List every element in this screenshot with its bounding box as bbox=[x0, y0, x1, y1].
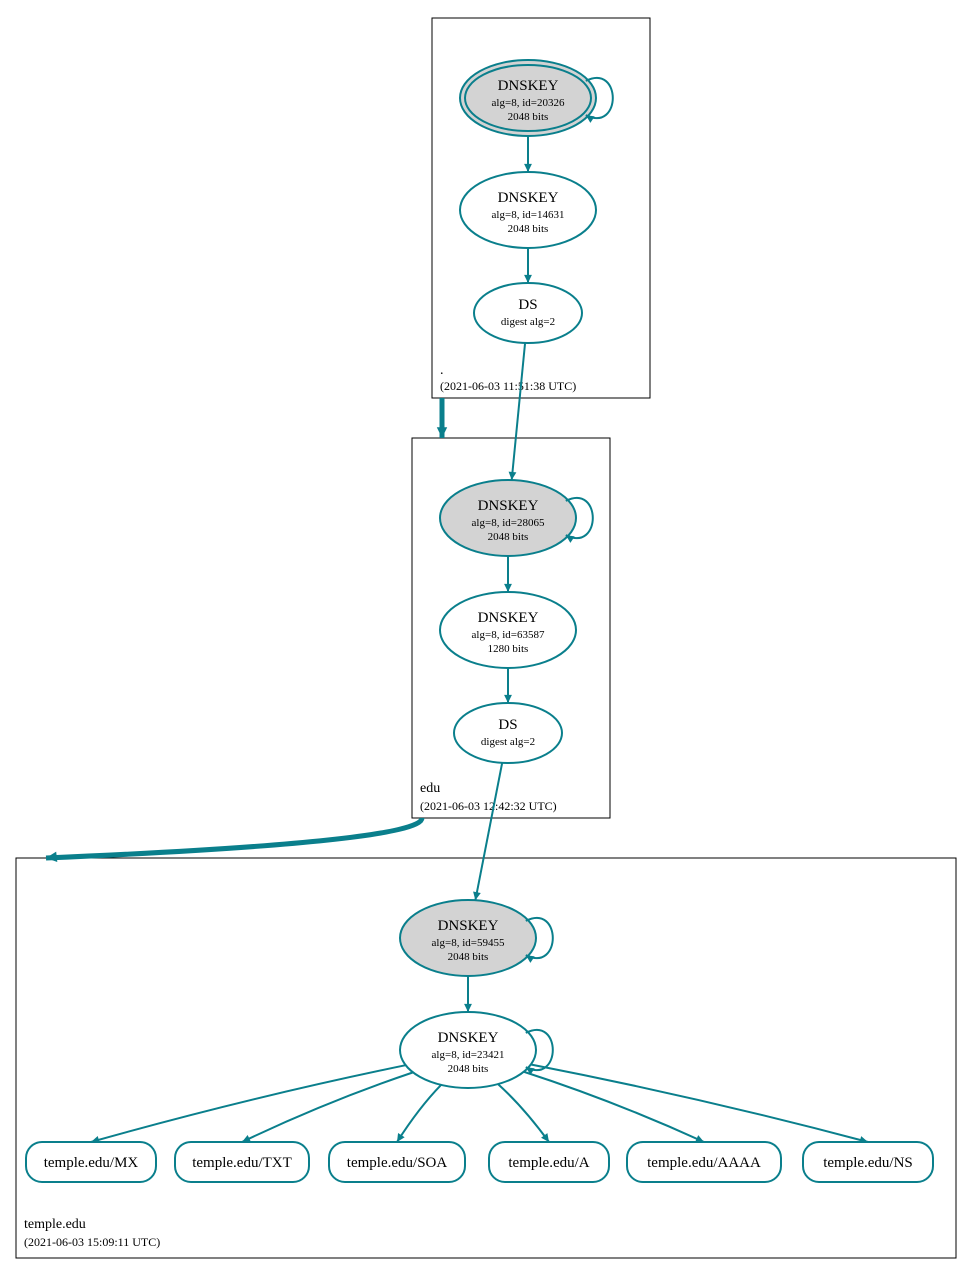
node-edu_ksk: DNSKEY alg=8, id=28065 2048 bits bbox=[440, 480, 593, 556]
rrset-label-0: temple.edu/MX bbox=[44, 1155, 139, 1171]
rrset-label-2: temple.edu/SOA bbox=[347, 1155, 448, 1171]
node-edu_ds: DS digest alg=2 bbox=[454, 703, 562, 763]
rrset-label-4: temple.edu/AAAA bbox=[647, 1155, 761, 1171]
node-text-edu_ksk-1: alg=8, id=28065 bbox=[472, 517, 545, 529]
node-text-edu_ksk-2: 2048 bits bbox=[488, 531, 529, 543]
node-text-root_zsk-1: alg=8, id=14631 bbox=[492, 209, 565, 221]
node-text-temple_ksk-1: alg=8, id=59455 bbox=[432, 937, 505, 949]
edge-root_ds-edu_ksk bbox=[512, 343, 525, 480]
rrset-label-1: temple.edu/TXT bbox=[192, 1155, 292, 1171]
arrowhead-temple_ksk-temple_zsk bbox=[464, 1004, 472, 1012]
edge-zsk-rrset-2 bbox=[397, 1085, 441, 1142]
zone-arrow-edu-temple bbox=[46, 818, 422, 858]
node-text-root_ksk-1: alg=8, id=20326 bbox=[492, 97, 565, 109]
node-temple_zsk: DNSKEY alg=8, id=23421 2048 bits bbox=[400, 1012, 553, 1088]
node-text-edu_zsk-1: alg=8, id=63587 bbox=[472, 629, 545, 641]
edge-zsk-rrset-3 bbox=[498, 1084, 549, 1142]
arrowhead-edu_ksk-edu_zsk bbox=[504, 584, 512, 592]
node-text-edu_zsk-2: 1280 bits bbox=[488, 643, 529, 655]
rrset-label-5: temple.edu/NS bbox=[823, 1155, 913, 1171]
zone-arrowhead-root-edu bbox=[437, 427, 447, 438]
zone-time-edu: (2021-06-03 12:42:32 UTC) bbox=[420, 799, 557, 813]
arrowhead-edu_zsk-edu_ds bbox=[504, 695, 512, 703]
edge-edu_ds-temple_ksk bbox=[475, 763, 502, 900]
edge-zsk-rrset-5 bbox=[531, 1064, 868, 1142]
node-text-temple_ksk-0: DNSKEY bbox=[438, 918, 499, 934]
node-text-root_ksk-0: DNSKEY bbox=[498, 78, 559, 94]
zone-label-root: . bbox=[440, 363, 444, 378]
node-ellipse-root_ds bbox=[474, 283, 582, 343]
selfloop-arrowhead-edu_ksk bbox=[566, 535, 575, 543]
zone-time-temple: (2021-06-03 15:09:11 UTC) bbox=[24, 1235, 160, 1249]
rrset-label-3: temple.edu/A bbox=[508, 1155, 589, 1171]
node-text-edu_ksk-0: DNSKEY bbox=[478, 498, 539, 514]
node-text-temple_zsk-1: alg=8, id=23421 bbox=[432, 1049, 505, 1061]
node-text-temple_ksk-2: 2048 bits bbox=[448, 951, 489, 963]
node-root_ksk: DNSKEY alg=8, id=20326 2048 bits bbox=[460, 60, 613, 136]
node-text-temple_zsk-0: DNSKEY bbox=[438, 1030, 499, 1046]
node-text-root_ds-0: DS bbox=[518, 297, 537, 313]
node-text-temple_zsk-2: 2048 bits bbox=[448, 1063, 489, 1075]
node-edu_zsk: DNSKEY alg=8, id=63587 1280 bits bbox=[440, 592, 576, 668]
zone-time-root: (2021-06-03 11:51:38 UTC) bbox=[440, 379, 576, 393]
node-text-root_zsk-2: 2048 bits bbox=[508, 223, 549, 235]
node-text-edu_zsk-0: DNSKEY bbox=[478, 610, 539, 626]
node-text-root_ds-1: digest alg=2 bbox=[501, 316, 555, 328]
zone-label-temple: temple.edu bbox=[24, 1217, 86, 1232]
node-text-root_zsk-0: DNSKEY bbox=[498, 190, 559, 206]
selfloop-arrowhead-temple_ksk bbox=[526, 955, 535, 963]
edge-zsk-rrset-0 bbox=[91, 1065, 406, 1142]
selfloop-arrowhead-root_ksk bbox=[586, 115, 595, 123]
arrowhead-root_zsk-root_ds bbox=[524, 275, 532, 283]
node-root_ds: DS digest alg=2 bbox=[474, 283, 582, 343]
arrowhead-edu_ds-temple_ksk bbox=[473, 892, 481, 901]
node-ellipse-edu_ds bbox=[454, 703, 562, 763]
node-temple_ksk: DNSKEY alg=8, id=59455 2048 bits bbox=[400, 900, 553, 976]
zone-label-edu: edu bbox=[420, 781, 440, 796]
node-text-edu_ds-1: digest alg=2 bbox=[481, 736, 535, 748]
node-root_zsk: DNSKEY alg=8, id=14631 2048 bits bbox=[460, 172, 596, 248]
arrowhead-root_ksk-root_zsk bbox=[524, 164, 532, 172]
node-text-root_ksk-2: 2048 bits bbox=[508, 111, 549, 123]
node-text-edu_ds-0: DS bbox=[498, 717, 517, 733]
